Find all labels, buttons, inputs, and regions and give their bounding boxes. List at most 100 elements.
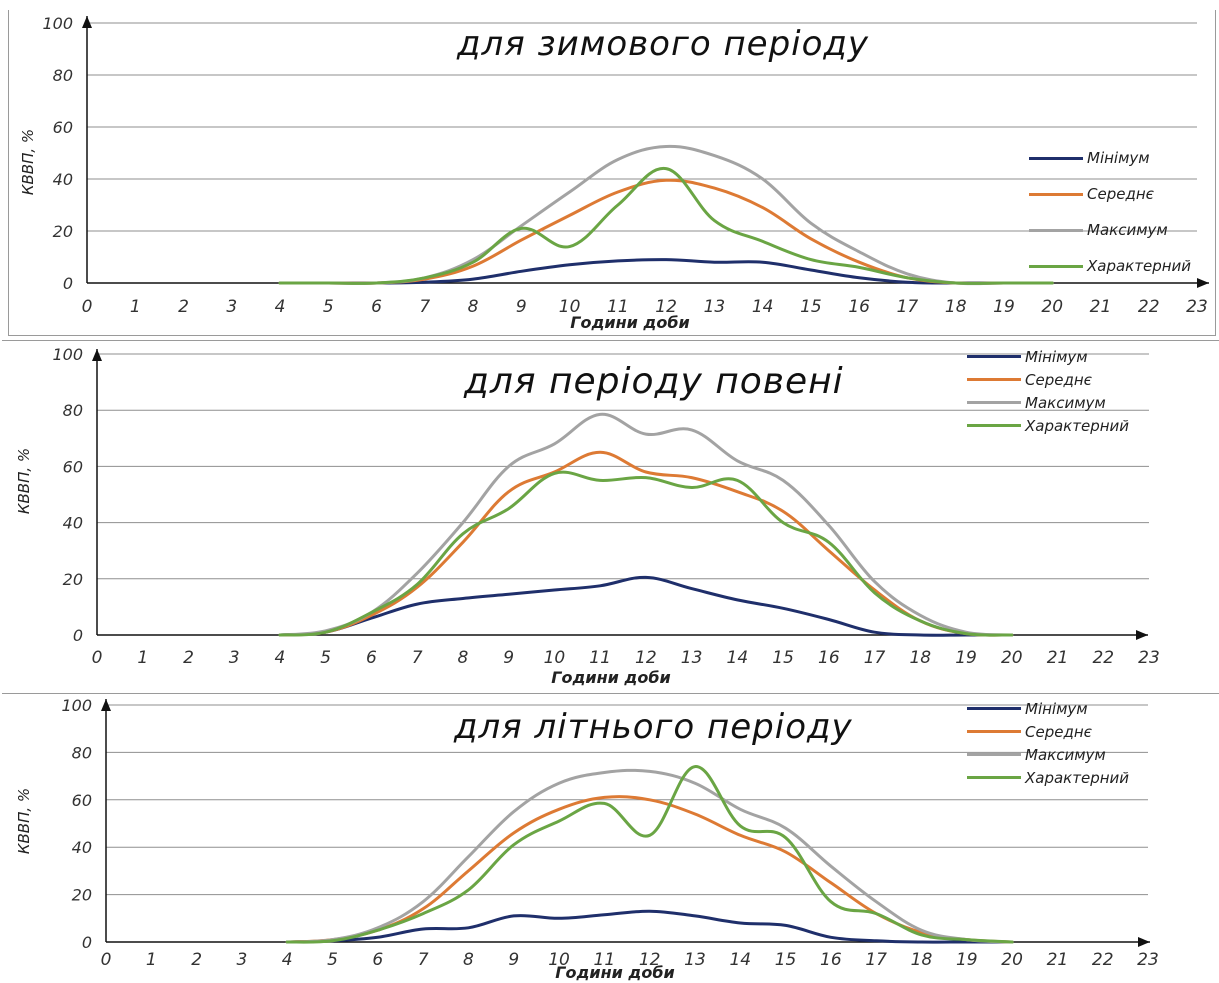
series-line — [278, 450, 1014, 637]
winter-chart-panel: 0 20 40 60 80 100 0 1 2 3 4 5 6 7 8 9 10 11 12 13 14 15 16 17 18… — [8, 10, 1216, 336]
legend-item: Максимум — [967, 743, 1129, 766]
legend-label: Характерний — [1087, 257, 1192, 275]
legend-label: Середнє — [1087, 185, 1154, 203]
x-axis-label: Години доби — [570, 313, 689, 332]
x-tick-label: 11 — [607, 297, 629, 317]
y-tick-label: 100 — [52, 345, 83, 364]
x-tick-label: 10 — [548, 950, 570, 970]
y-tick-label: 80 — [72, 743, 92, 762]
x-tick-label: 3 — [229, 648, 240, 668]
x-tick-label: 21 — [1047, 648, 1069, 668]
legend-label: Характерний — [1025, 416, 1130, 435]
x-tick-label: 21 — [1090, 297, 1112, 317]
x-tick-label: 5 — [323, 297, 334, 317]
legend-item: Мінімум — [1029, 140, 1191, 176]
y-axis-arrow — [92, 349, 102, 361]
x-tick-label: 2 — [183, 648, 194, 668]
y-tick-label: 0 — [63, 274, 73, 293]
x-axis-label: Години доби — [551, 668, 670, 687]
x-tick-label: 23 — [1186, 297, 1208, 317]
x-axis-arrow — [1197, 278, 1209, 288]
legend-item: Характерний — [967, 766, 1129, 789]
legend-item: Характерний — [1029, 248, 1191, 284]
legend-label: Максимум — [1025, 393, 1106, 412]
x-tick-label: 16 — [818, 648, 840, 668]
summer-chart-panel: 0 20 40 60 80 100 0 1 2 3 4 5 6 7 8 9 10 11 12 13 14 15 16 17 18… — [2, 693, 1219, 983]
x-tick-label: 17 — [897, 297, 919, 317]
y-tick-label: 20 — [63, 570, 83, 589]
legend-item: Середнє — [1029, 176, 1191, 212]
y-tick-label: 80 — [63, 401, 83, 420]
x-tick-label: 9 — [508, 950, 519, 970]
x-tick-label: 22 — [1138, 297, 1160, 317]
y-axis-arrow — [101, 699, 111, 711]
x-tick-label: 8 — [457, 648, 468, 668]
series-line — [278, 575, 1014, 637]
x-tick-label: 16 — [820, 950, 842, 970]
legend-label: Характерний — [1025, 768, 1130, 787]
legend-swatch — [967, 753, 1021, 756]
x-tick-label: 10 — [544, 648, 566, 668]
y-tick-label: 100 — [42, 14, 73, 33]
x-tick-label: 3 — [226, 297, 237, 317]
x-tick-label: 1 — [130, 297, 141, 317]
legend-item: Мінімум — [967, 345, 1129, 368]
legend-swatch — [1029, 192, 1083, 196]
legend-swatch — [967, 776, 1021, 779]
x-tick-label: 6 — [366, 648, 377, 668]
x-tick-label: 23 — [1137, 950, 1159, 970]
y-tick-label: 60 — [72, 791, 92, 810]
chart-title: для літнього періоду — [454, 707, 853, 747]
legend-item: Характерний — [967, 414, 1129, 437]
x-tick-label: 12 — [639, 950, 661, 970]
legend-item: Максимум — [1029, 212, 1191, 248]
y-tick-label: 60 — [53, 118, 73, 137]
x-tick-label: 19 — [993, 297, 1015, 317]
chart-legend: Мінімум Середнє Максимум Характерний — [967, 697, 1129, 789]
x-tick-label: 4 — [275, 648, 286, 668]
x-tick-label: 18 — [911, 950, 933, 970]
x-tick-label: 2 — [191, 950, 202, 970]
chart-legend: Мінімум Середнє Максимум Характерний — [1029, 140, 1191, 284]
legend-item: Максимум — [967, 391, 1129, 414]
x-tick-label: 9 — [503, 648, 514, 668]
x-tick-label: 6 — [372, 950, 383, 970]
y-tick-label: 20 — [72, 886, 92, 905]
legend-label: Мінімум — [1025, 699, 1088, 718]
legend-swatch — [967, 424, 1021, 427]
x-tick-label: 8 — [468, 297, 479, 317]
y-tick-label: 60 — [63, 457, 83, 476]
y-tick-label: 40 — [72, 838, 92, 857]
x-tick-label: 16 — [848, 297, 870, 317]
series-line — [285, 909, 1014, 944]
y-axis-label: КВВП, % — [15, 448, 33, 514]
legend-swatch — [1029, 156, 1083, 160]
legend-swatch — [967, 730, 1021, 733]
x-axis-arrow — [1136, 630, 1148, 640]
x-tick-label: 18 — [945, 297, 967, 317]
x-tick-label: 4 — [282, 950, 293, 970]
x-tick-label: 7 — [419, 297, 430, 317]
x-tick-label: 7 — [412, 648, 423, 668]
x-tick-label: 14 — [729, 950, 751, 970]
x-tick-label: 13 — [681, 648, 703, 668]
series-line — [278, 178, 1054, 285]
legend-item: Середнє — [967, 368, 1129, 391]
x-tick-label: 0 — [92, 648, 103, 668]
series-line — [278, 412, 1014, 637]
x-tick-label: 11 — [594, 950, 616, 970]
x-tick-label: 20 — [1001, 950, 1023, 970]
y-tick-label: 80 — [53, 66, 73, 85]
y-tick-label: 40 — [53, 170, 73, 189]
x-tick-label: 13 — [704, 297, 726, 317]
x-tick-label: 12 — [635, 648, 657, 668]
x-tick-label: 8 — [463, 950, 474, 970]
x-tick-label: 15 — [775, 950, 797, 970]
x-tick-label: 0 — [82, 297, 93, 317]
x-tick-label: 17 — [864, 648, 886, 668]
x-tick-label: 10 — [559, 297, 581, 317]
legend-swatch — [1029, 228, 1083, 232]
x-tick-label: 1 — [146, 950, 157, 970]
